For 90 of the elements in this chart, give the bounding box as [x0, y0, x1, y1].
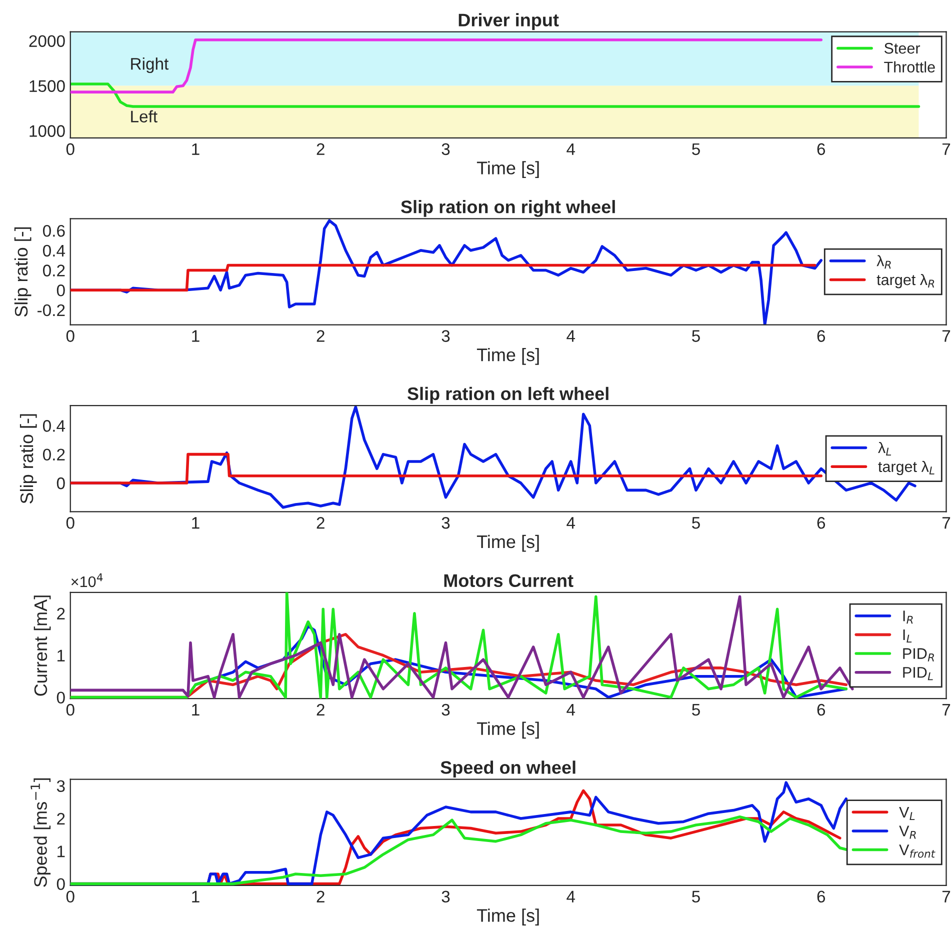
x-tick-label: 3	[442, 517, 450, 529]
chart-title: Motors Current	[444, 574, 574, 588]
x-tick-label: 0	[66, 890, 74, 903]
x-tick-label: 5	[692, 890, 700, 903]
x-tick-label: 0	[66, 517, 74, 529]
y-tick-label: 0	[56, 477, 65, 490]
y-tick-label: 0.4	[42, 420, 66, 432]
chart-title: Speed on wheel	[440, 760, 576, 778]
y-tick-label: -0.2	[38, 304, 65, 316]
y-tick-label: 2	[57, 812, 65, 825]
x-tick-label: 3	[442, 704, 450, 716]
y-axis-title: Slip ratio [-]	[14, 227, 32, 317]
x-tick-label: 5	[692, 517, 700, 529]
x-tick-label: 1	[192, 330, 200, 342]
y-axis-title: Current [mA]	[34, 596, 51, 696]
chart-title: Driver input	[458, 13, 559, 30]
y-axis-title: Slip ratio [-]	[20, 414, 37, 504]
y-tick-label: 0.6	[42, 224, 65, 237]
legend-label: V$_{R}$	[899, 826, 916, 839]
x-tick-label: 1	[192, 517, 200, 529]
x-tick-label: 0	[66, 330, 74, 342]
x-tick-label: 2	[316, 330, 324, 342]
x-tick-label: 4	[566, 890, 576, 902]
x-tick-label: 7	[942, 517, 950, 529]
x-tick-label: 1	[192, 890, 200, 902]
x-tick-label: 2	[316, 704, 324, 716]
x-tick-label: 7	[942, 704, 950, 716]
y-tick-label: 0.2	[42, 264, 65, 276]
legend-label: target λ$_{L}$	[878, 460, 934, 476]
legend-label: V$_{front}$	[899, 844, 936, 858]
legend-label: λ$_{R}$	[876, 255, 891, 269]
x-tick-label: 7	[942, 330, 950, 342]
text: ×10$^{4}$	[71, 573, 103, 588]
y-tick-label: 2000	[29, 35, 65, 47]
x-tick-label: 4	[566, 330, 576, 342]
legend-label: Throttle	[884, 61, 935, 73]
x-tick-label: 7	[942, 143, 950, 155]
x-tick-label: 0	[66, 143, 74, 156]
x-tick-label: 4	[566, 143, 576, 155]
y-tick-label: 0.4	[42, 244, 66, 257]
x-tick-label: 3	[442, 143, 450, 156]
x-tick-label: 5	[692, 330, 700, 342]
x-axis-title: Time [s]	[476, 161, 539, 178]
x-tick-label: 6	[817, 143, 826, 156]
line-series	[70, 38, 823, 94]
x-tick-label: 6	[817, 890, 826, 903]
legend-label: λ$_{L}$	[878, 442, 892, 456]
legend-label: PID$_{L}$	[903, 667, 933, 680]
legend-label: V$_{L}$	[899, 806, 915, 820]
x-tick-label: 6	[817, 330, 826, 342]
legend-label: I$_{R}$	[903, 610, 913, 624]
y-tick-label: 2	[57, 608, 65, 620]
x-tick-label: 7	[942, 890, 950, 902]
x-tick-label: 1	[192, 704, 200, 716]
y-tick-label: 0	[56, 284, 65, 296]
band-label: Left	[131, 110, 158, 122]
x-tick-label: 6	[817, 517, 826, 529]
x-axis-title: Time [s]	[476, 722, 539, 739]
x-axis-title: Time [s]	[476, 534, 539, 552]
x-tick-label: 1	[192, 143, 200, 155]
x-tick-label: 2	[316, 143, 324, 155]
x-tick-label: 0	[66, 704, 74, 716]
x-axis-title: Time [s]	[476, 348, 539, 365]
x-tick-label: 5	[692, 704, 700, 716]
x-tick-label: 3	[442, 330, 450, 342]
y-tick-label: 1	[58, 650, 65, 662]
x-axis-title: Time [s]	[476, 908, 539, 926]
x-tick-label: 2	[316, 517, 324, 529]
y-tick-label: 1500	[30, 80, 65, 92]
y-tick-label: 0	[56, 878, 65, 890]
legend-label: Steer	[884, 42, 920, 54]
band-label: Right	[131, 58, 169, 74]
x-tick-label: 4	[566, 517, 576, 529]
y-tick-label: 0.2	[42, 448, 65, 461]
chart-title: Slip ration on left wheel	[408, 386, 608, 404]
y-tick-label: 0	[56, 692, 65, 704]
y-axis-title: Speed [ms$^{−1}$]	[30, 778, 51, 887]
legend-label: I$_{L}$	[903, 629, 912, 642]
x-tick-label: 6	[817, 704, 826, 716]
chart-title: Slip ration on right wheel	[401, 200, 615, 217]
x-tick-label: 3	[442, 890, 450, 903]
legend-label: PID$_{R}$	[903, 648, 934, 662]
x-tick-label: 2	[316, 890, 324, 902]
line-series	[70, 82, 920, 108]
x-tick-label: 5	[692, 143, 700, 156]
y-tick-label: 3	[56, 780, 65, 792]
y-tick-label: 1000	[30, 125, 65, 137]
x-tick-label: 4	[566, 704, 576, 716]
y-tick-label: 1	[58, 846, 65, 858]
legend-label: target λ$_{R}$	[876, 274, 934, 288]
